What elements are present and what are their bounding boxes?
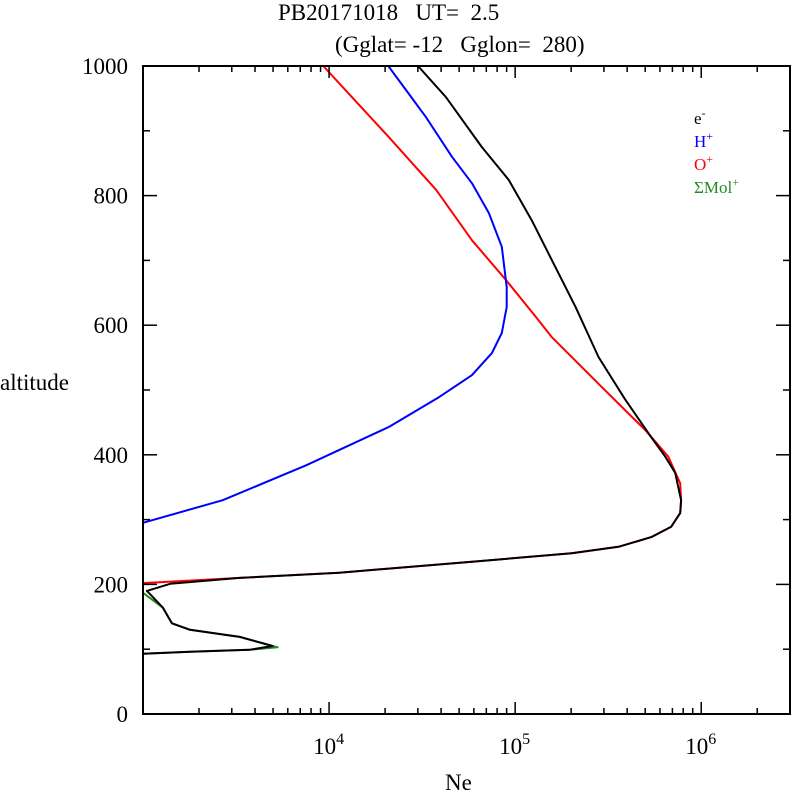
y-tick-label: 1000 (82, 54, 128, 79)
y-axis-label: altitude (0, 370, 69, 395)
series-layer (142, 65, 683, 655)
chart-title-line2: (Gglat= -12 Gglon= 280) (335, 32, 585, 57)
y-tick-label: 200 (94, 572, 129, 597)
x-tick-label: 104 (313, 731, 344, 759)
legend-item: O+ (694, 152, 713, 174)
series-line-o (142, 65, 683, 585)
plot-frame (142, 65, 791, 715)
chart-title-line1: PB20171018 UT= 2.5 (278, 0, 499, 25)
x-tick-label: 105 (499, 731, 530, 759)
x-tick-label: 106 (685, 731, 716, 759)
ticks-layer (142, 65, 791, 715)
y-tick-labels: 0 200 400 600 800 1000 (82, 54, 128, 727)
x-axis-label: Ne (445, 770, 472, 795)
series-line-mol (142, 591, 279, 655)
legend-item: e- (694, 106, 706, 128)
legend-item: ΣMol+ (694, 175, 739, 197)
series-line-e (142, 65, 683, 655)
y-tick-label: 0 (117, 702, 129, 727)
y-tick-label: 600 (94, 313, 129, 338)
legend: e-H+O+ΣMol+ (694, 106, 739, 197)
y-tick-label: 800 (94, 184, 129, 209)
legend-item: H+ (694, 129, 713, 151)
x-tick-labels: 104 105 106 (313, 731, 716, 759)
series-line-h (142, 65, 508, 524)
y-tick-label: 400 (94, 443, 129, 468)
